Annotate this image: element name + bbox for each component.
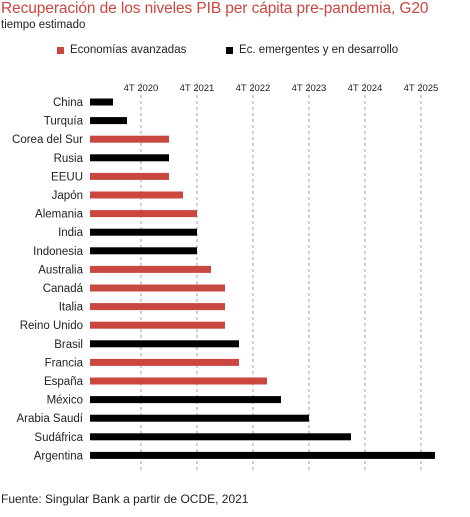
category-label: Japón: [52, 190, 83, 202]
legend-label-advanced: Economías avanzadas: [70, 44, 187, 56]
category-label: México: [47, 395, 83, 407]
bar-argentina: [90, 451, 435, 459]
bar-australia: [90, 265, 211, 273]
x-tick-label: 4T 2020: [124, 83, 159, 94]
x-tick-label: 4T 2021: [180, 83, 215, 94]
category-label: España: [44, 376, 84, 388]
category-label: Rusia: [54, 153, 84, 165]
bar-arabia-saudí: [90, 414, 309, 422]
category-label: Turquía: [44, 116, 84, 128]
category-label: Brasil: [54, 339, 83, 351]
category-label: Italia: [59, 302, 84, 314]
bar-italia: [90, 303, 225, 311]
bar-canadá: [90, 284, 225, 292]
bar-indonesia: [90, 247, 197, 255]
bar-turquía: [90, 117, 127, 125]
x-tick-label: 4T 2023: [292, 83, 327, 94]
legend-swatch-advanced: [57, 46, 64, 54]
legend-swatch-emerging: [226, 46, 233, 54]
bar-alemania: [90, 210, 197, 218]
category-label: Indonesia: [33, 246, 83, 258]
category-label: Corea del Sur: [12, 134, 83, 146]
bar-méxico: [90, 396, 281, 404]
x-tick-label: 4T 2025: [404, 83, 439, 94]
category-label: EEUU: [51, 171, 83, 183]
bar-india: [90, 228, 197, 236]
category-label: India: [58, 227, 84, 239]
bar-españa: [90, 377, 267, 385]
x-tick-label: 4T 2024: [348, 83, 383, 94]
category-label: China: [53, 97, 84, 109]
category-label: Alemania: [35, 209, 84, 221]
category-label: Francia: [45, 357, 84, 369]
bar-sudáfrica: [90, 433, 351, 441]
bar-rusia: [90, 154, 169, 162]
bar-china: [90, 98, 113, 106]
category-label: Sudáfrica: [34, 432, 83, 444]
bar-reino-unido: [90, 321, 225, 329]
category-label: Argentina: [34, 450, 84, 462]
bar-francia: [90, 358, 239, 366]
category-label: Reino Unido: [20, 320, 83, 332]
legend-label-emerging: Ec. emergentes y en desarrollo: [239, 44, 399, 56]
chart-title: Recuperación de los niveles PIB per cápi…: [1, 0, 429, 17]
source-note: Fuente: Singular Bank a partir de OCDE, …: [1, 492, 249, 506]
bar-corea-del-sur: [90, 135, 169, 143]
bar-eeuu: [90, 172, 169, 180]
x-tick-label: 4T 2022: [236, 83, 271, 94]
category-label: Australia: [38, 264, 83, 276]
bar-japón: [90, 191, 183, 199]
legend-item-emerging: Ec. emergentes y en desarrollo: [226, 44, 398, 56]
legend-item-advanced: Economías avanzadas: [57, 44, 186, 56]
bar-brasil: [90, 340, 239, 348]
chart-subtitle: tiempo estimado: [1, 19, 86, 31]
category-label: Canadá: [43, 283, 84, 295]
category-label: Arabia Saudí: [17, 413, 84, 425]
